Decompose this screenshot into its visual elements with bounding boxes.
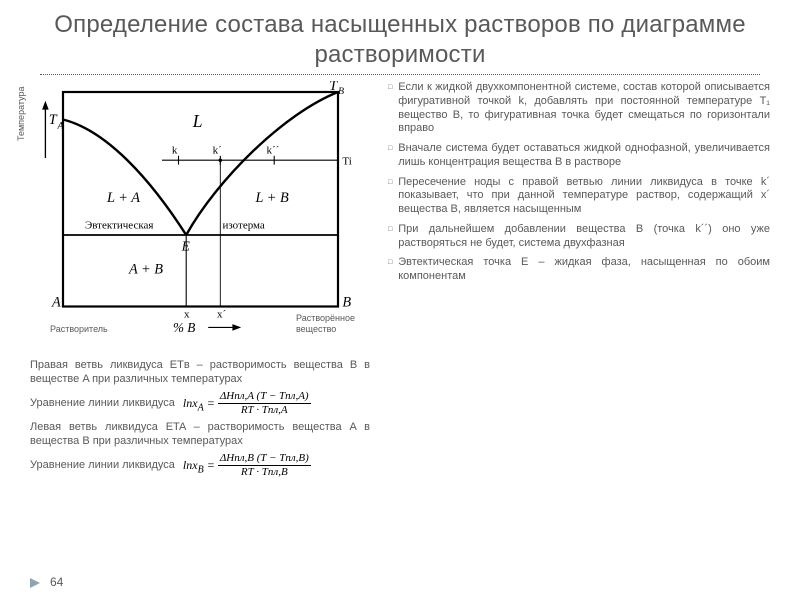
eq-caption-1: Уравнение линии ликвидуса [30,397,175,411]
equation-A: lnxA = ΔHпл,A (T − Tпл,A) RT · Tпл,A [183,390,311,419]
solute-label: Растворённое вещество [296,313,366,336]
y-axis-label: Температура [16,86,27,141]
svg-text:L: L [192,111,203,131]
svg-text:x: x [184,309,190,321]
paragraph-1: Если к жидкой двухкомпонентной системе, … [398,81,770,136]
paragraph-2: Вначале система будет оставаться жидкой … [398,142,770,170]
paragraph-4: При дальнейшем добавлении вещества B (то… [398,223,770,251]
left-column: Температура [30,81,370,483]
eq-caption-2: Уравнение линии ликвидуса [30,459,175,473]
svg-text:k´´: k´´ [267,145,280,157]
svg-text:k´: k´ [213,145,223,157]
svg-text:% B: % B [173,320,195,334]
svg-text:k: k [172,145,178,157]
svg-text:изотерма: изотерма [223,219,265,231]
bullet-icon: □ [388,176,392,190]
svg-text:A + B: A + B [128,262,163,278]
svg-text:x´: x´ [217,309,227,321]
page-title: Определение состава насыщенных растворов… [0,0,800,72]
svg-text:T: T [329,81,338,94]
bullet-icon: □ [388,223,392,237]
svg-text:B: B [338,86,344,97]
svg-text:L + B: L + B [254,190,288,206]
title-rule [40,74,760,75]
page-number: 64 [30,575,63,590]
right-column: □ Если к жидкой двухкомпонентной системе… [388,81,770,483]
paragraph-3: Пересечение ноды с правой ветвью линии л… [398,176,770,217]
phase-diagram: Температура [30,81,360,341]
svg-text:A: A [57,120,65,131]
below-line2: Левая ветвь ликвидуса ETA – растворимост… [30,421,370,449]
svg-text:B: B [342,295,351,311]
svg-text:T: T [49,112,58,128]
below-diagram-text: Правая ветвь ликвидуса ETв – растворимос… [30,359,370,480]
solvent-label: Растворитель [50,324,108,335]
paragraph-5: Эвтектическая точка E – жидкая фаза, нас… [398,256,770,284]
below-line1: Правая ветвь ликвидуса ETв – растворимос… [30,359,370,387]
bullet-icon: □ [388,142,392,156]
bullet-icon: □ [388,256,392,270]
equation-B: lnxB = ΔHпл,B (T − Tпл,B) RT · Tпл,B [183,452,311,481]
svg-text:L + A: L + A [106,190,140,206]
svg-text:Эвтектическая: Эвтектическая [85,219,153,231]
bullet-icon: □ [388,81,392,95]
page-arrow-icon [30,578,44,588]
svg-text:Ti: Ti [342,156,351,168]
svg-text:A: A [51,295,61,311]
content-area: Температура [0,81,800,483]
svg-text:E: E [181,238,190,253]
